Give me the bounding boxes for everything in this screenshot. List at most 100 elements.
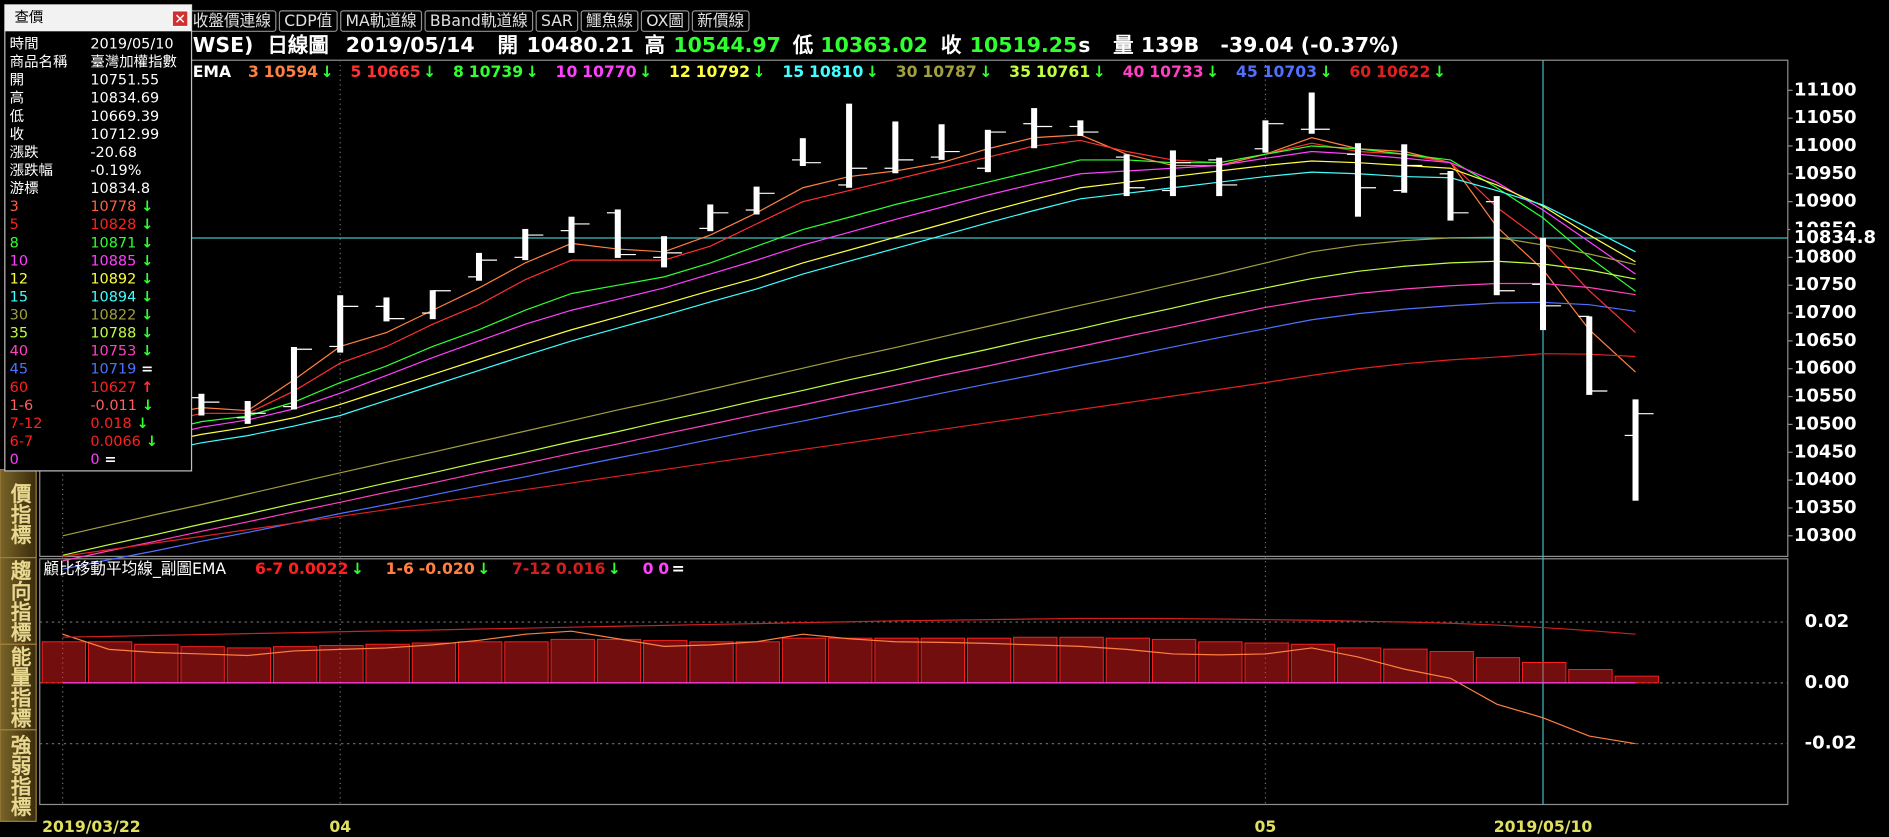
- side-tab-label[interactable]: 強弱指標: [7, 735, 31, 817]
- ohlc-bar: [1578, 315, 1608, 395]
- toolbar-tab[interactable]: 新價線: [691, 10, 750, 32]
- y-tick-label: 0.00: [1805, 672, 1850, 693]
- ohlc-range: [1354, 143, 1361, 217]
- side-tab[interactable]: 能量指標: [0, 643, 37, 731]
- ema-line: [62, 282, 1636, 562]
- tab-label[interactable]: OX圖: [646, 11, 684, 30]
- panel-row-arrow: =: [141, 362, 153, 378]
- panel-row-value: 10885: [90, 253, 136, 269]
- histogram-bar: [643, 640, 688, 684]
- ohlc-bar: [1069, 120, 1099, 136]
- side-tab[interactable]: 強弱指標: [0, 729, 37, 822]
- header-text: 10519.25: [970, 33, 1078, 57]
- histogram-bar: [1059, 636, 1104, 684]
- header-text: 收: [941, 33, 962, 57]
- panel-row-value: 10669.39: [90, 109, 159, 125]
- ohlc-range: [846, 103, 853, 188]
- ohlc-bar: [421, 290, 451, 320]
- histogram-bar: [828, 637, 873, 684]
- close-icon[interactable]: [175, 14, 185, 23]
- histogram-bar: [1522, 662, 1567, 684]
- legend-name: 5: [351, 62, 362, 81]
- ohlc-range: [753, 186, 760, 215]
- tab-frame[interactable]: [340, 10, 423, 32]
- histogram-bar: [1336, 647, 1382, 684]
- toolbar-tab[interactable]: CDP值: [278, 10, 338, 32]
- side-tab-bg[interactable]: [0, 556, 37, 645]
- tab-label[interactable]: 新價線: [697, 11, 744, 30]
- indicator-line: [62, 617, 1636, 638]
- tab-label[interactable]: 鱷魚線: [586, 11, 633, 30]
- legend-name: 0: [643, 559, 654, 578]
- ohlc-bar: [1254, 120, 1284, 153]
- header-text: 量: [1113, 33, 1133, 57]
- y-tick-label: 11000: [1794, 135, 1857, 156]
- side-tab-bg[interactable]: [0, 469, 37, 559]
- panel-row-value: 10751.55: [90, 73, 159, 89]
- ohlc-range: [1493, 196, 1500, 296]
- ohlc-bar: [1485, 196, 1515, 296]
- tab-frame[interactable]: [580, 10, 639, 32]
- y-tick-label: 10650: [1794, 330, 1857, 351]
- toolbar-tab[interactable]: OX圖: [640, 10, 690, 32]
- legend-arrow: ↓: [1093, 62, 1106, 81]
- tab-label[interactable]: MA軌道線: [346, 11, 417, 30]
- panel-row-arrow: ↓: [142, 398, 154, 414]
- tab-frame[interactable]: [535, 10, 579, 32]
- histogram-bar: [365, 643, 410, 684]
- cursor-label: 10834.8: [1794, 227, 1876, 248]
- tab-label[interactable]: CDP值: [284, 11, 332, 30]
- toolbar-tab[interactable]: MA軌道線: [340, 10, 423, 32]
- side-tab[interactable]: 趨向指標: [0, 556, 37, 645]
- tab-frame[interactable]: [640, 10, 690, 32]
- panel-row-value: 10627: [90, 380, 136, 396]
- ohlc-bar: [930, 124, 960, 160]
- legend-name: 30: [896, 62, 918, 81]
- side-tab-label[interactable]: 能量指標: [7, 645, 31, 728]
- tab-frame[interactable]: [691, 10, 750, 32]
- histogram-bar: [550, 638, 595, 684]
- tab-frame[interactable]: [278, 10, 338, 32]
- tab-label[interactable]: BBand軌道線: [430, 11, 528, 30]
- toolbar-tab[interactable]: 鱷魚線: [580, 10, 639, 32]
- y-tick-label: 10350: [1794, 497, 1857, 518]
- side-tab-label[interactable]: 趨向指標: [7, 559, 32, 642]
- panel-row-arrow: ↓: [146, 434, 158, 450]
- ohlc-bar: [1347, 143, 1377, 217]
- side-tab-bg[interactable]: [0, 729, 37, 822]
- tab-frame[interactable]: [424, 10, 534, 32]
- panel-row-label: 45: [10, 362, 28, 378]
- toolbar-tab[interactable]: 收盤價連線: [187, 10, 277, 32]
- toolbar-tab[interactable]: BBand軌道線: [424, 10, 534, 32]
- panel-row-label: 30: [10, 308, 28, 324]
- panel-close-button[interactable]: [171, 10, 189, 28]
- ohlc-bar: [514, 228, 544, 261]
- ohlc-bar: [653, 236, 683, 268]
- panel-row-label: 8: [10, 235, 19, 251]
- histogram-bar: [596, 638, 642, 684]
- panel-row-value: -20.68: [90, 145, 137, 161]
- ohlc-range: [244, 401, 251, 424]
- legend-arrow: ↓: [979, 62, 992, 81]
- ohlc-bar: [560, 216, 590, 253]
- panel-row-label: 漲跌: [10, 144, 39, 161]
- tab-label[interactable]: SAR: [541, 11, 573, 30]
- panel-row-label: 60: [10, 380, 28, 396]
- legend-name: 45: [1236, 62, 1258, 81]
- histogram-bar: [1244, 642, 1289, 684]
- legend-name: 12: [669, 62, 691, 81]
- ohlc-range: [198, 393, 205, 416]
- toolbar-tab[interactable]: SAR: [535, 10, 579, 32]
- legend-name: 10: [556, 62, 578, 81]
- side-tab[interactable]: 價指標: [0, 469, 37, 559]
- ema-line: [62, 301, 1636, 570]
- tab-label[interactable]: 收盤價連線: [193, 11, 272, 30]
- panel-row-value: 0.0066: [90, 434, 141, 450]
- y-tick-label: 10900: [1794, 191, 1857, 212]
- histogram-bar: [226, 647, 272, 684]
- y-tick-label: 10800: [1794, 246, 1857, 267]
- y-tick-label: 10600: [1794, 358, 1857, 379]
- side-tab-label[interactable]: 價指標: [7, 483, 32, 545]
- panel-row-label: 12: [10, 271, 28, 287]
